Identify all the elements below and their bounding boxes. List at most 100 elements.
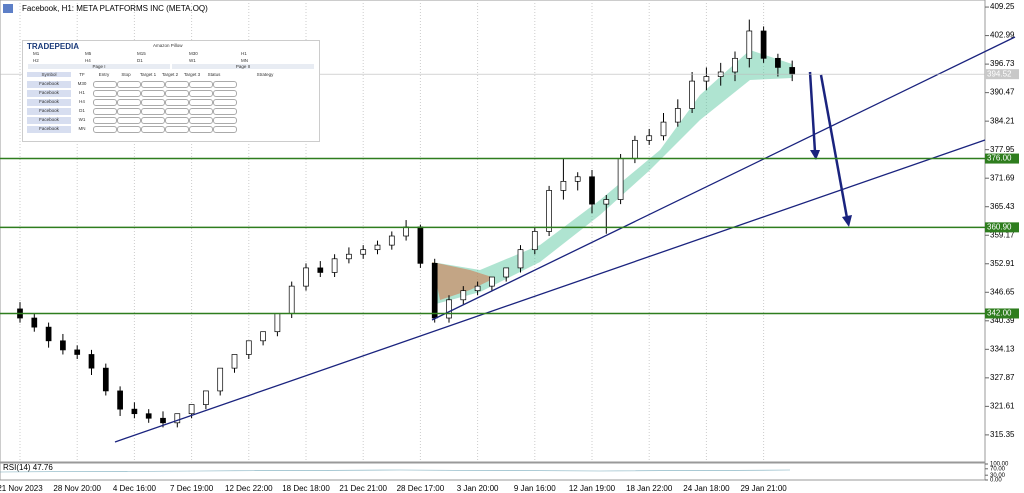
table-cell: Facebook <box>27 99 71 106</box>
empty-cell <box>213 108 237 115</box>
column-header: Target 2 <box>161 72 179 77</box>
table-cell: Facebook <box>27 117 71 124</box>
candle-body <box>102 367 109 392</box>
empty-cell <box>189 99 213 106</box>
candle-body <box>260 331 266 342</box>
table-cell: H1 <box>79 90 85 95</box>
candle-body <box>403 226 409 237</box>
candle-body <box>489 276 495 287</box>
y-tick-label: 371.69 <box>990 173 1015 182</box>
x-tick-label: 7 Dec 19:00 <box>170 484 214 493</box>
x-tick-label: 21 Dec 21:00 <box>339 484 387 493</box>
level-label: 360.90 <box>987 222 1012 231</box>
empty-cell <box>93 81 117 88</box>
candle-body <box>317 267 324 273</box>
candle-body <box>331 258 338 273</box>
y-tick-label: 409.25 <box>990 2 1015 11</box>
candle-body <box>45 326 52 342</box>
candle-body <box>117 390 123 410</box>
empty-cell <box>141 99 165 106</box>
table-cell: H4 <box>79 99 85 104</box>
current-price-box <box>985 69 1019 80</box>
empty-cell <box>117 99 141 106</box>
candle-body <box>646 135 653 141</box>
pages: Page I Page II <box>27 64 315 69</box>
y-tick-label: 346.65 <box>990 287 1015 296</box>
candle-body <box>231 354 238 369</box>
table-cell: Facebook <box>27 90 71 97</box>
empty-cell <box>93 99 117 106</box>
x-tick-label: 28 Nov 20:00 <box>53 484 101 493</box>
candle-body <box>217 367 224 392</box>
x-tick-label: 18 Jan 22:00 <box>626 484 673 493</box>
candle-body <box>288 285 295 314</box>
y-tick-label: 365.43 <box>990 202 1015 211</box>
timeframe: M30 <box>189 51 198 56</box>
candle-body <box>632 139 638 159</box>
candle-body <box>245 340 252 355</box>
candle-body <box>603 199 610 205</box>
table-row: Facebook D1 <box>27 108 315 115</box>
candle-body <box>374 244 381 251</box>
candle-body <box>775 57 781 68</box>
empty-cell <box>117 117 141 124</box>
y-tick-label: 334.13 <box>990 344 1015 353</box>
candle-body <box>703 76 710 82</box>
y-tick-label: 352.91 <box>990 259 1015 268</box>
candle-body <box>203 390 209 405</box>
timeframe: H1 <box>241 51 247 56</box>
candle-body <box>531 231 538 251</box>
trade-panel: TRADEPEDIA Amazon Pillow M1 M5 M15 M30 H1 H2 H… <box>22 40 320 142</box>
candle-body <box>388 235 395 246</box>
y-tick-label: 402.99 <box>990 31 1015 40</box>
column-header: Entry <box>98 72 110 77</box>
candle-body <box>88 354 95 369</box>
ma-ribbon-red <box>432 262 495 300</box>
empty-cell <box>165 126 189 133</box>
empty-cell <box>141 126 165 133</box>
empty-cell <box>213 99 237 106</box>
candle-body <box>517 249 524 269</box>
candle-body <box>145 413 152 419</box>
table-row: Facebook H4 <box>27 99 315 106</box>
arrow <box>808 71 817 153</box>
empty-cell <box>141 90 165 97</box>
table-row: Facebook M30 <box>27 81 315 88</box>
empty-cell <box>213 81 237 88</box>
empty-cell <box>189 90 213 97</box>
timeframes: M1 M5 M15 M30 H1 H2 H4 D1 W1 MN <box>33 51 293 65</box>
level-label: 376.00 <box>987 154 1012 163</box>
candle-body <box>131 408 138 415</box>
empty-cell <box>93 108 117 115</box>
ma-ribbon <box>432 50 792 305</box>
empty-cell <box>117 126 141 133</box>
level-label-box <box>985 308 1019 319</box>
rsi-tick-label: 30.00 <box>990 473 1006 479</box>
empty-cell <box>93 90 117 97</box>
empty-cell <box>141 81 165 88</box>
y-tick-label: 321.61 <box>990 401 1015 410</box>
arrow <box>819 74 849 219</box>
rsi-frame <box>0 462 986 481</box>
table-header: Symbol TF Entry Stop Target 1 Target 2 Target … <box>27 72 315 77</box>
candle-body <box>546 190 552 232</box>
candle-body <box>589 176 595 205</box>
arrow-head <box>810 150 820 160</box>
timeframe: H2 <box>33 58 39 63</box>
candle-body <box>360 249 367 255</box>
empty-cell <box>165 90 189 97</box>
empty-cell <box>189 117 213 124</box>
timeframe: D1 <box>137 58 143 63</box>
candle-body <box>574 176 581 182</box>
chart-title: Facebook, H1: META PLATFORMS INC (META.O… <box>22 4 208 13</box>
empty-cell <box>165 117 189 124</box>
candle-body <box>188 404 195 415</box>
empty-cell <box>141 117 165 124</box>
candle-body <box>746 30 753 59</box>
candle-body <box>174 413 181 424</box>
y-tick-label: 396.73 <box>990 59 1015 68</box>
trend-line <box>431 36 1016 321</box>
rsi-tick-label: 70.00 <box>990 466 1006 472</box>
panel-subtitle: Amazon Pillow <box>153 43 183 48</box>
candle-body <box>60 340 66 351</box>
